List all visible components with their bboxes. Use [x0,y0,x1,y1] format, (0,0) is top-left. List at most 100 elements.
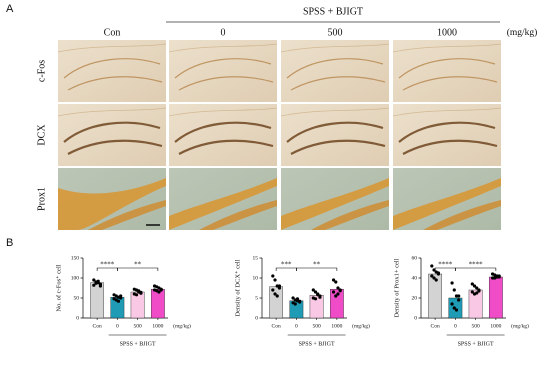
cell-layer [174,58,272,79]
micrograph [280,40,390,102]
data-point [450,302,454,306]
y-tick-label: 100 [71,275,80,281]
data-point [313,297,318,301]
tissue-fibre [57,107,167,117]
y-tick-label: 5 [255,295,258,301]
data-point [475,291,479,295]
data-point [94,281,98,285]
micrograph-bg [169,40,277,102]
data-point [96,279,100,283]
data-point [454,308,459,312]
cell-layer [178,139,274,155]
x-tick-label: 1000 [152,323,163,329]
group-label: SPSS + BJIGT [458,341,494,347]
data-point [275,294,279,298]
x-tick-label: Con [272,323,281,329]
data-point [454,294,459,298]
data-point [159,288,163,292]
cell-layer [67,139,163,155]
group-label: SPSS + BJIGT [299,341,335,347]
cell-layer [290,76,386,91]
group-label: SPSS + BJIGT [303,6,363,17]
tissue-fibre [280,43,390,53]
data-point [470,282,474,286]
tissue-fibre [168,107,278,117]
micrograph [57,40,167,102]
micrograph [280,104,390,166]
micrograph [168,104,278,166]
data-point [293,302,297,306]
data-point [277,284,282,288]
significance-bracket [296,267,338,271]
data-point [271,274,275,278]
data-point [475,286,479,290]
unit-label: (mg/kg) [173,322,191,329]
data-point [490,276,495,280]
data-point [430,264,434,268]
y-axis-label: Density of Prox1+ cell [393,258,400,317]
data-point [434,278,438,282]
y-tick-label: 0 [76,315,79,321]
y-tick-label: 20 [412,295,418,301]
panel-label: B [6,237,13,249]
y-tick-label: 50 [74,295,80,301]
group-label: SPSS + BJIGT [120,341,156,347]
tissue-fibre [168,43,278,53]
data-point [430,274,434,278]
data-point [457,298,461,302]
data-point [477,289,481,293]
cell-layer [311,200,389,230]
data-point [334,294,338,298]
row-label: DCX [36,124,47,146]
unit-label: (mg/kg) [511,322,529,329]
bar [488,276,503,319]
bar [90,282,105,319]
data-point [452,288,456,292]
data-point [450,281,454,285]
y-tick-label: 15 [253,255,259,261]
y-tick-label: 60 [412,255,418,261]
data-point [275,284,279,288]
x-tick-label: Con [431,323,440,329]
cell-layer [63,58,161,79]
micrograph [168,40,278,102]
cell-layer [67,76,163,91]
cell-layer [393,178,501,230]
tissue-fibre [57,43,167,53]
significance-label: **** [100,261,115,269]
y-axis-label: Density of DCX⁺ cell [234,259,241,316]
cell-layer [402,76,498,91]
data-point [331,290,336,294]
micrograph [57,104,167,166]
significance-label: **** [438,261,453,269]
row-label: c-Fos [36,60,47,82]
micrograph-bg [393,40,501,102]
column-label: Con [104,27,121,38]
data-point [338,289,342,293]
cell-layer [402,139,498,155]
data-point [92,278,96,282]
bar [269,286,284,319]
tissue-fibre [392,43,502,53]
y-tick-label: 0 [414,315,417,321]
micrograph [393,168,501,230]
column-label: 1000 [437,27,457,38]
row-label: Prox1 [36,187,47,211]
data-point [432,276,436,280]
data-point [316,293,320,297]
significance-label: *** [281,261,292,269]
data-point [116,299,121,303]
cell-layer [398,58,496,79]
significance-label: ** [313,261,321,269]
data-point [336,292,340,296]
micrograph [169,168,277,230]
data-point [139,290,143,294]
y-axis-label: No. of c-Fos⁺ cell [55,264,62,311]
cell-layer [281,178,389,230]
data-point [157,290,161,294]
data-point [273,278,277,282]
tissue-fibre [280,107,390,117]
micrograph [58,168,166,230]
y-tick-label: 150 [71,255,80,261]
